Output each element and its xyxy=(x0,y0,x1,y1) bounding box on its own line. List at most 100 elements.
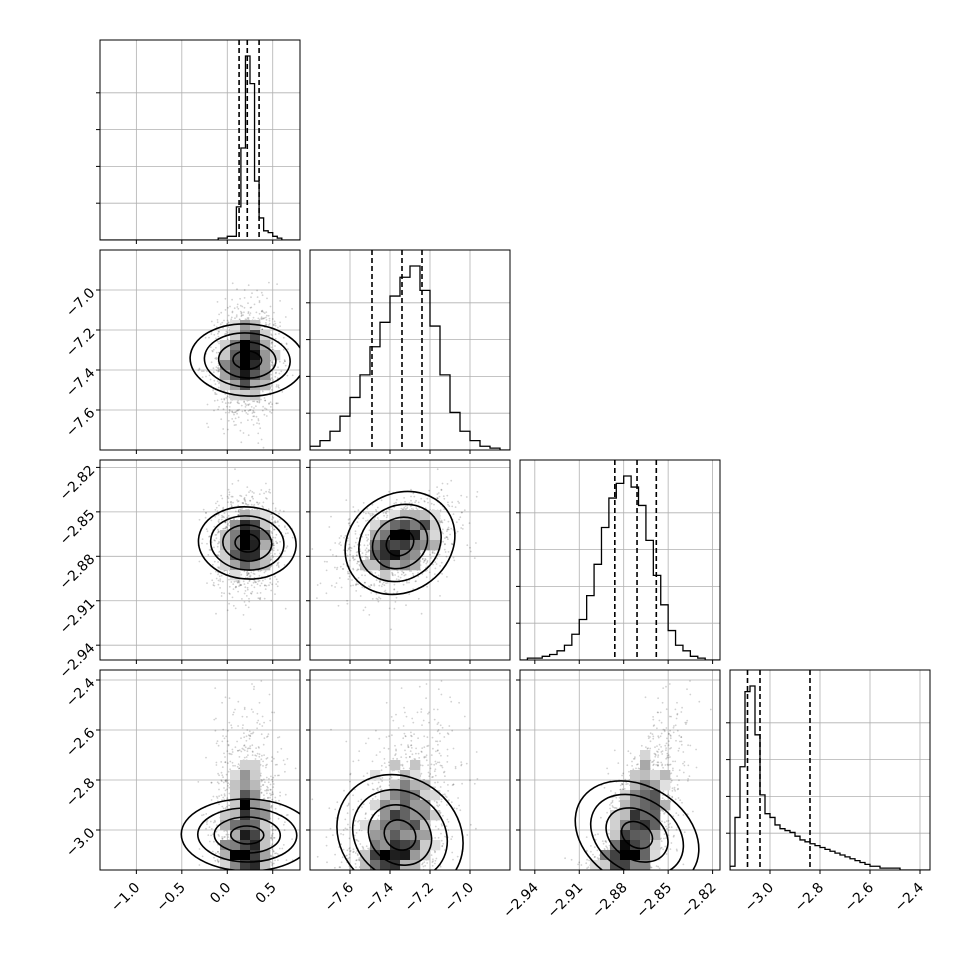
scatter-point xyxy=(248,314,251,316)
scatter-point xyxy=(224,411,227,414)
scatter-point xyxy=(225,525,228,528)
scatter-point xyxy=(256,887,258,889)
scatter-point xyxy=(282,510,285,513)
scatter-point xyxy=(272,544,275,547)
scatter-point xyxy=(214,393,217,395)
scatter-point xyxy=(274,375,277,378)
scatter-point xyxy=(439,595,441,597)
scatter-point xyxy=(432,563,434,566)
scatter-point xyxy=(439,565,441,567)
scatter-point xyxy=(231,311,234,314)
scatter-point xyxy=(253,492,255,494)
scatter-point xyxy=(258,502,261,504)
density-cell xyxy=(250,360,261,371)
scatter-point xyxy=(270,346,273,349)
scatter-point xyxy=(366,556,369,559)
scatter-point xyxy=(263,597,266,600)
scatter-point xyxy=(259,592,262,594)
scatter-point xyxy=(248,580,251,583)
scatter-point xyxy=(388,490,390,493)
scatter-point xyxy=(395,498,398,501)
panel-frame xyxy=(99,39,301,241)
scatter-point xyxy=(260,733,263,736)
contour-line xyxy=(222,524,273,562)
scatter-point xyxy=(234,468,236,471)
scatter-point xyxy=(204,516,207,519)
scatter-point xyxy=(417,501,420,504)
scatter-point xyxy=(235,315,238,318)
scatter-point xyxy=(421,573,424,575)
scatter-point xyxy=(222,327,225,329)
scatter-point xyxy=(227,321,230,323)
scatter-point xyxy=(215,366,218,369)
scatter-point xyxy=(244,318,247,321)
scatter-point xyxy=(446,576,448,578)
scatter-point xyxy=(228,409,231,411)
scatter-point xyxy=(244,604,247,607)
scatter-point xyxy=(338,577,341,579)
scatter-point xyxy=(348,572,350,575)
scatter-point xyxy=(207,426,210,428)
scatter-point xyxy=(247,302,249,305)
scatter-point xyxy=(218,370,220,373)
scatter-point xyxy=(272,364,275,366)
scatter-point xyxy=(243,601,246,603)
scatter-point xyxy=(284,364,287,367)
scatter-point xyxy=(258,312,261,315)
scatter-point xyxy=(272,556,274,558)
scatter-point xyxy=(451,505,454,508)
scatter-point xyxy=(429,553,431,556)
scatter-point xyxy=(269,401,272,404)
scatter-point xyxy=(237,416,240,419)
scatter-point xyxy=(424,558,427,561)
scatter-point xyxy=(363,581,366,584)
scatter-point xyxy=(364,581,366,584)
scatter-point xyxy=(228,602,231,605)
scatter-point xyxy=(215,502,217,505)
scatter-point xyxy=(394,601,397,603)
scatter-point xyxy=(273,544,275,547)
scatter-point xyxy=(356,560,359,563)
scatter-point xyxy=(417,597,420,600)
scatter-point xyxy=(236,409,239,411)
scatter-point xyxy=(227,306,229,309)
scatter-point xyxy=(233,517,235,520)
scatter-point xyxy=(217,330,220,333)
scatter-point xyxy=(198,367,201,370)
scatter-point xyxy=(262,317,264,320)
scatter-point xyxy=(243,570,246,573)
scatter-point xyxy=(220,518,223,521)
scatter-point xyxy=(259,916,261,918)
scatter-point xyxy=(383,514,385,517)
scatter-point xyxy=(256,296,259,298)
scatter-point xyxy=(238,581,241,584)
scatter-point xyxy=(198,368,201,371)
scatter-point xyxy=(445,555,448,558)
scatter-point xyxy=(250,894,252,896)
scatter-point xyxy=(250,406,253,408)
scatter-point xyxy=(215,326,218,328)
density-cell xyxy=(260,560,271,571)
scatter-point xyxy=(214,534,217,536)
scatter-point xyxy=(212,795,215,798)
scatter-point xyxy=(260,317,263,320)
scatter-point xyxy=(252,316,255,319)
scatter-point xyxy=(258,747,260,749)
scatter-point xyxy=(231,411,234,413)
density-cell xyxy=(220,550,231,561)
scatter-point xyxy=(220,771,223,774)
scatter-point xyxy=(215,356,218,359)
scatter-point xyxy=(222,506,225,509)
density-cell xyxy=(240,330,251,341)
scatter-point xyxy=(349,546,352,549)
scatter-point xyxy=(217,554,220,556)
scatter-point xyxy=(245,503,248,505)
scatter-point xyxy=(443,519,446,521)
scatter-point xyxy=(264,578,267,580)
scatter-point xyxy=(246,729,249,731)
scatter-point xyxy=(339,565,342,568)
scatter-point xyxy=(271,318,274,320)
scatter-point xyxy=(272,542,275,545)
scatter-point xyxy=(233,580,236,583)
